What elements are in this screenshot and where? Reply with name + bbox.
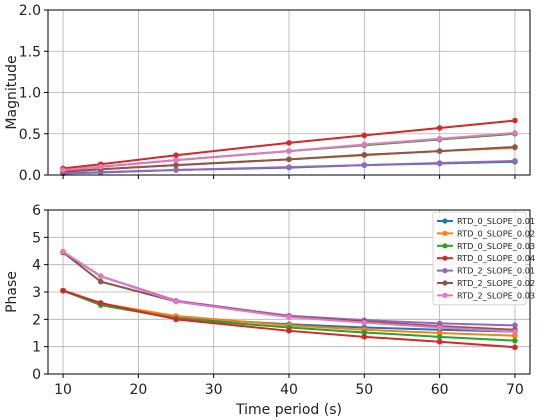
legend-marker xyxy=(442,218,448,224)
y-axis-label: Magnitude xyxy=(4,55,20,129)
legend-entry: RTD_2_SLOPE_0.03 xyxy=(457,290,535,300)
data-point xyxy=(436,334,443,340)
data-point xyxy=(436,324,443,331)
y-tick-label: 4 xyxy=(32,258,41,274)
x-tick-label: 70 xyxy=(506,382,524,398)
y-tick-label: 6 xyxy=(32,203,41,219)
data-point xyxy=(173,316,179,323)
data-point xyxy=(361,334,368,340)
data-point xyxy=(361,151,368,158)
data-point xyxy=(286,140,292,146)
phase-panel: 0 1 2 3 4 5 6 10 20 30 40 50 60 70 Phase Time period (s… xyxy=(4,203,535,418)
data-point xyxy=(436,125,443,131)
data-point xyxy=(512,144,518,150)
data-point xyxy=(173,167,179,173)
y-axis-label: Phase xyxy=(4,271,20,313)
legend-marker xyxy=(442,230,448,236)
legend: RTD_0_SLOPE_0.01 RTD_0_SLOPE_0.02 RTD_0_SL… xyxy=(432,211,535,306)
data-point xyxy=(361,132,368,139)
data-point xyxy=(97,300,104,306)
legend-entry: RTD_0_SLOPE_0.01 xyxy=(457,216,535,226)
y-tick-label: 2 xyxy=(32,312,41,328)
y-tick-label: 3 xyxy=(32,285,41,301)
x-tick-label: 10 xyxy=(54,382,72,398)
data-point xyxy=(97,163,104,170)
y-tick-label: 1 xyxy=(32,340,41,356)
data-point xyxy=(436,330,443,336)
x-tick-label: 40 xyxy=(280,382,298,398)
data-point xyxy=(286,164,292,170)
x-tick-label: 30 xyxy=(205,382,223,398)
x-tick-label: 20 xyxy=(129,382,147,398)
legend-entry: RTD_0_SLOPE_0.04 xyxy=(457,253,535,263)
legend-marker xyxy=(442,243,448,249)
y-tick-label: 0.5 xyxy=(19,127,41,143)
data-point xyxy=(173,298,179,305)
data-point xyxy=(361,141,368,148)
data-point xyxy=(512,158,518,164)
data-point xyxy=(286,314,292,320)
magnitude-panel: 0.0 0.5 1.0 1.5 2.0 Magnitude xyxy=(4,3,531,184)
y-tick-label: 1.5 xyxy=(19,44,41,60)
data-point xyxy=(436,135,443,142)
y-tick-label: 0.0 xyxy=(19,168,41,184)
data-point xyxy=(436,338,443,345)
data-point xyxy=(512,322,518,329)
y-tick-label: 0 xyxy=(32,367,41,383)
data-point xyxy=(173,162,179,168)
y-tick-label: 1.0 xyxy=(19,86,41,102)
data-point xyxy=(512,344,518,351)
legend-marker xyxy=(442,280,448,286)
data-point xyxy=(512,337,518,344)
y-tick-label: 2.0 xyxy=(19,3,41,19)
data-point xyxy=(361,162,368,168)
data-point xyxy=(173,157,179,163)
data-point xyxy=(436,148,443,154)
x-tick-label: 50 xyxy=(355,382,373,398)
data-point xyxy=(361,329,368,336)
data-point xyxy=(60,287,66,294)
legend-marker xyxy=(442,268,448,274)
data-point xyxy=(173,152,179,158)
legend-entry: RTD_2_SLOPE_0.01 xyxy=(457,266,535,276)
legend-marker xyxy=(442,255,448,261)
x-axis-label: Time period (s) xyxy=(235,402,342,418)
data-point xyxy=(97,278,104,285)
legend-marker xyxy=(442,292,448,298)
x-tick-label: 60 xyxy=(431,382,449,398)
data-point xyxy=(361,319,368,326)
data-point xyxy=(286,148,292,154)
data-point xyxy=(512,130,518,136)
data-point xyxy=(286,156,292,163)
data-point xyxy=(512,328,518,335)
data-point xyxy=(286,328,292,334)
data-point xyxy=(512,117,518,124)
legend-entry: RTD_0_SLOPE_0.02 xyxy=(457,228,535,238)
data-point xyxy=(60,167,66,173)
legend-box xyxy=(432,211,527,306)
y-tick-label: 5 xyxy=(32,230,41,246)
data-point xyxy=(512,332,518,339)
data-point xyxy=(60,248,66,255)
legend-entry: RTD_0_SLOPE_0.03 xyxy=(457,241,535,251)
legend-entry: RTD_2_SLOPE_0.02 xyxy=(457,278,535,288)
data-point xyxy=(436,160,443,166)
data-point xyxy=(97,273,104,279)
